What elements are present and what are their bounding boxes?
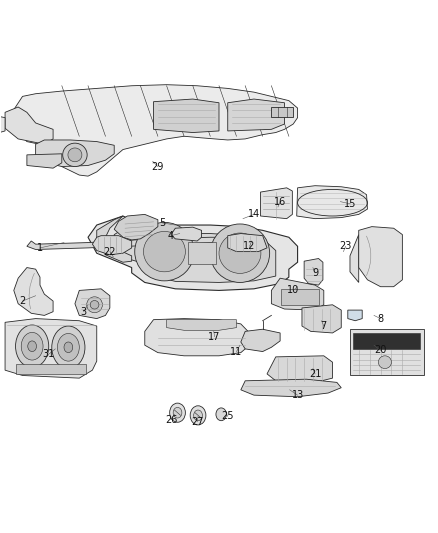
Ellipse shape xyxy=(90,301,99,309)
Ellipse shape xyxy=(15,325,49,368)
Polygon shape xyxy=(114,214,158,240)
Text: 11: 11 xyxy=(230,346,243,357)
Text: 8: 8 xyxy=(378,313,384,324)
Bar xyxy=(187,241,216,264)
Text: 21: 21 xyxy=(309,369,321,379)
Ellipse shape xyxy=(87,297,102,313)
Ellipse shape xyxy=(135,222,194,281)
Polygon shape xyxy=(261,188,292,219)
Ellipse shape xyxy=(219,233,261,273)
Polygon shape xyxy=(350,235,359,282)
Ellipse shape xyxy=(173,407,182,418)
Text: 17: 17 xyxy=(208,332,221,342)
Ellipse shape xyxy=(144,231,185,272)
Polygon shape xyxy=(166,320,237,330)
Polygon shape xyxy=(267,356,332,382)
Text: 5: 5 xyxy=(159,218,166,228)
Polygon shape xyxy=(228,233,267,252)
Text: 13: 13 xyxy=(291,390,304,400)
Text: 2: 2 xyxy=(19,296,26,306)
Bar xyxy=(16,365,86,374)
Polygon shape xyxy=(304,259,323,285)
Text: 26: 26 xyxy=(165,415,177,425)
Ellipse shape xyxy=(57,334,79,361)
Text: 25: 25 xyxy=(222,411,234,422)
Text: 29: 29 xyxy=(152,161,164,172)
Polygon shape xyxy=(145,319,250,356)
Polygon shape xyxy=(0,115,5,135)
Polygon shape xyxy=(5,107,53,144)
Polygon shape xyxy=(14,85,297,176)
Polygon shape xyxy=(97,216,132,262)
Polygon shape xyxy=(241,379,341,397)
Text: 10: 10 xyxy=(287,286,299,295)
Ellipse shape xyxy=(216,408,226,421)
Polygon shape xyxy=(171,227,201,241)
Polygon shape xyxy=(27,237,254,249)
Polygon shape xyxy=(35,140,114,166)
Text: 7: 7 xyxy=(321,321,327,331)
Ellipse shape xyxy=(210,224,270,282)
Polygon shape xyxy=(359,227,403,287)
Text: 12: 12 xyxy=(244,241,256,251)
Bar xyxy=(282,289,318,305)
Polygon shape xyxy=(272,107,293,117)
Polygon shape xyxy=(297,185,367,219)
Text: 27: 27 xyxy=(191,417,203,427)
Text: 9: 9 xyxy=(312,268,318,278)
Polygon shape xyxy=(75,289,110,319)
Polygon shape xyxy=(272,278,324,310)
Polygon shape xyxy=(302,305,341,333)
Text: 14: 14 xyxy=(248,209,260,220)
Ellipse shape xyxy=(378,356,392,368)
Text: 1: 1 xyxy=(37,243,43,253)
Ellipse shape xyxy=(68,148,82,162)
Text: 23: 23 xyxy=(339,241,352,251)
Bar xyxy=(353,333,420,349)
Text: 3: 3 xyxy=(81,306,87,317)
Ellipse shape xyxy=(52,326,85,368)
Polygon shape xyxy=(350,329,424,375)
Polygon shape xyxy=(241,329,280,352)
Text: 4: 4 xyxy=(168,231,174,241)
Ellipse shape xyxy=(28,341,36,352)
Ellipse shape xyxy=(64,342,73,353)
Ellipse shape xyxy=(190,406,206,425)
Polygon shape xyxy=(27,154,62,168)
Polygon shape xyxy=(228,99,285,131)
Polygon shape xyxy=(153,99,219,133)
Polygon shape xyxy=(114,224,276,282)
Text: 16: 16 xyxy=(274,197,286,207)
Ellipse shape xyxy=(194,410,202,421)
Text: 20: 20 xyxy=(374,345,387,356)
Polygon shape xyxy=(92,236,132,255)
Polygon shape xyxy=(14,268,53,316)
Polygon shape xyxy=(348,310,362,321)
Text: 22: 22 xyxy=(104,247,116,256)
Ellipse shape xyxy=(63,143,87,166)
Ellipse shape xyxy=(170,403,185,422)
Polygon shape xyxy=(5,319,97,378)
Ellipse shape xyxy=(21,333,43,360)
Polygon shape xyxy=(88,216,297,290)
Text: 31: 31 xyxy=(42,349,55,359)
Text: 15: 15 xyxy=(344,199,356,209)
